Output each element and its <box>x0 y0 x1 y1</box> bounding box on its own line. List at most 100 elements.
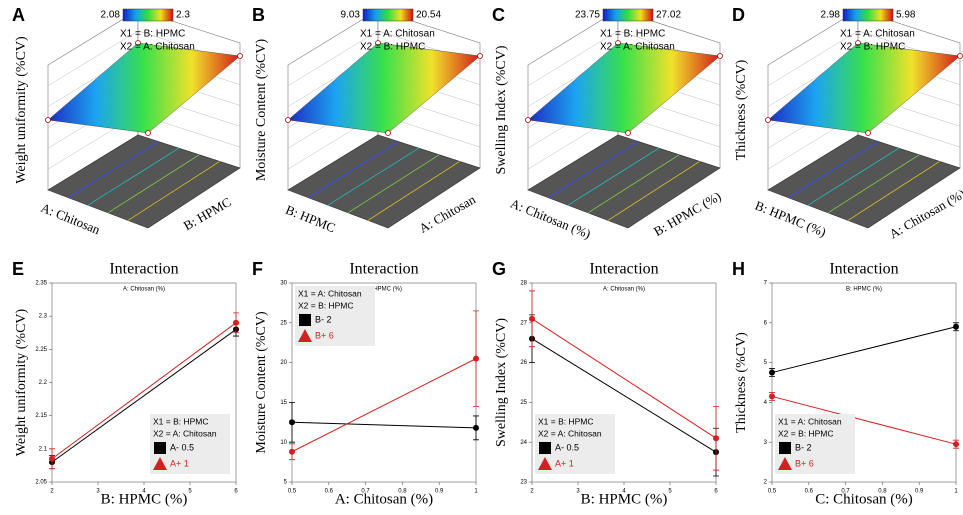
y-tick-label: 7 <box>764 281 768 287</box>
y-tick-label: 5 <box>764 360 768 366</box>
y-tick-label: 30 <box>280 281 287 287</box>
panel-letter: H <box>732 259 745 279</box>
y-tick-label: 27 <box>520 320 527 326</box>
data-point <box>769 393 775 400</box>
x-tick-label: 3 <box>576 489 580 495</box>
x-tick-label: 1 <box>954 489 958 495</box>
legend-text: X2 = A: Chitosan <box>153 428 217 438</box>
legend-label: B- 2 <box>795 442 812 452</box>
design-point <box>385 130 391 136</box>
color-bar-min: 23.75 <box>575 10 600 21</box>
data-point <box>529 315 535 322</box>
x-axis-label: B: HPMC (%) <box>101 491 188 507</box>
series-line <box>291 358 477 453</box>
data-point <box>953 323 959 330</box>
panel-letter: F <box>252 259 263 279</box>
design-point <box>525 117 531 123</box>
x-tick-label: 2 <box>530 489 534 495</box>
y-tick-label: 20 <box>280 360 287 366</box>
design-point <box>855 40 861 46</box>
design-point <box>615 40 621 46</box>
data-point <box>49 455 55 462</box>
legend-label: A+ 1 <box>555 458 574 468</box>
floor-contour <box>847 161 940 221</box>
panel-letter: B <box>252 5 265 25</box>
y-tick-label: 2.2 <box>39 380 48 386</box>
floor-contour <box>67 141 159 198</box>
design-point <box>285 117 291 123</box>
legend-marker <box>778 457 792 470</box>
color-bar <box>842 8 894 22</box>
y-tick-label: 26 <box>520 360 527 366</box>
series-line <box>291 421 477 429</box>
design-point <box>375 40 381 46</box>
series-line <box>771 326 957 374</box>
chart-subtitle: A: Chitosan (%) <box>123 287 165 293</box>
floor-contour <box>567 147 660 206</box>
floor <box>527 134 721 229</box>
x-axis-label: C: Chitosan (%) <box>815 491 913 507</box>
legend-text: X2 = A: Chitosan <box>538 428 602 438</box>
legend-text: X2 = A: Chitosan <box>600 42 675 53</box>
y-tick-label: 5 <box>284 480 288 486</box>
legend-text: X1 = A: Chitosan <box>840 29 915 40</box>
x-tick-label: 0.6 <box>325 489 334 495</box>
floor <box>287 134 481 229</box>
floor-contour <box>367 161 460 221</box>
y-tick-label: 23 <box>520 480 527 486</box>
floor-contour <box>587 154 680 214</box>
x-tick-label: 4 <box>622 489 626 495</box>
y-axis-label: Moisture Content (%CV) <box>254 311 269 454</box>
y-tick-label: 25 <box>520 400 527 406</box>
data-point <box>713 435 719 442</box>
design-point <box>765 117 771 123</box>
z-axis-label: Swelling Index (%CV) <box>494 45 509 174</box>
x-tick-label: 1 <box>474 489 478 495</box>
design-point <box>625 130 631 136</box>
plot-frame <box>771 282 957 483</box>
floor-contour <box>827 154 920 214</box>
data-point <box>473 424 479 431</box>
design-point <box>237 53 243 59</box>
legend-marker <box>299 314 311 326</box>
floor-contour <box>347 154 440 214</box>
legend-text: X1 = B: HPMC <box>153 416 209 426</box>
series-line <box>51 329 237 463</box>
legend-text: X2 = B: HPMC <box>360 42 425 53</box>
legend-marker <box>779 442 791 454</box>
y-tick-label: 2.15 <box>35 413 47 419</box>
legend-text: X1 = A: Chitosan <box>778 416 842 426</box>
x-axis-label: A: Chitosan (%) <box>335 491 433 507</box>
x-tick-label: 6 <box>714 489 718 495</box>
x-tick-label: 0.7 <box>841 489 850 495</box>
x-tick-label: 0.7 <box>361 489 370 495</box>
y-tick-label: 4 <box>764 400 768 406</box>
series-line <box>531 318 717 439</box>
floor-contour <box>327 147 420 206</box>
legend-label: A+ 1 <box>170 458 189 468</box>
panel-letter: C <box>492 5 505 25</box>
color-bar-min: 2.98 <box>821 10 841 21</box>
floor-contour <box>307 141 399 198</box>
series-line <box>531 338 717 453</box>
legend-marker <box>154 442 166 454</box>
legend-label: A- 0.5 <box>555 442 579 452</box>
legend-text: X1 = B: HPMC <box>538 416 594 426</box>
floor-contour <box>127 161 220 221</box>
chart-title: Interaction <box>109 261 178 278</box>
x-tick-label: 6 <box>234 489 238 495</box>
floor-contour <box>807 147 900 206</box>
design-point <box>865 130 871 136</box>
floor-contour <box>107 154 200 214</box>
y-axis-label: Swelling Index (%CV) <box>494 318 509 447</box>
design-point <box>477 53 483 59</box>
floor <box>47 134 241 229</box>
y-tick-label: 2 <box>764 480 768 486</box>
legend-text: X2 = A: Chitosan <box>120 42 195 53</box>
data-point <box>289 419 295 426</box>
y-tick-label: 10 <box>280 440 287 446</box>
panel-letter: G <box>492 259 506 279</box>
design-point <box>717 53 723 59</box>
data-point <box>473 355 479 362</box>
